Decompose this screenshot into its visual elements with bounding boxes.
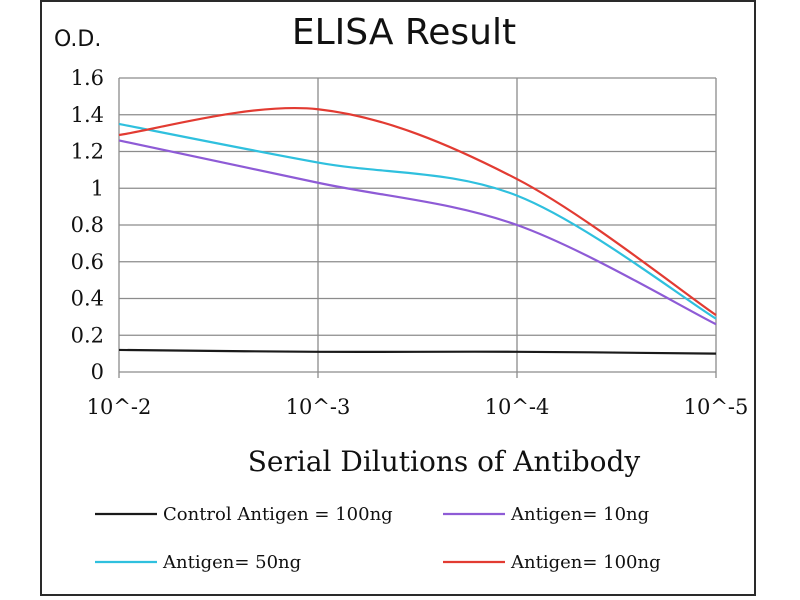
y-tick-label: 0 [91, 360, 104, 384]
legend-label: Antigen= 100ng [510, 552, 661, 573]
y-tick-label: 0.4 [71, 287, 104, 311]
legend-label: Antigen= 50ng [162, 552, 301, 573]
x-tick-label: 10^-4 [485, 395, 550, 419]
legend: Control Antigen = 100ng Antigen= 10ng Anti… [95, 504, 661, 573]
x-tick-label: 10^-2 [87, 395, 152, 419]
chart-title: ELISA Result [292, 12, 516, 53]
grid [118, 77, 717, 378]
series-line [118, 139, 717, 326]
y-tick-label: 0.8 [71, 213, 104, 237]
y-tick-label: 1 [91, 176, 104, 200]
x-tick-label: 10^-3 [286, 395, 351, 419]
series-line [118, 106, 717, 316]
y-tick-label: 1.4 [71, 103, 104, 127]
legend-label: Antigen= 10ng [510, 504, 649, 525]
x-tick-labels: 10^-2 10^-3 10^-4 10^-5 [87, 395, 749, 419]
series-line [118, 348, 717, 355]
y-tick-label: 1.2 [71, 140, 104, 164]
x-tick-label: 10^-5 [684, 395, 749, 419]
y-tick-label: 1.6 [71, 66, 104, 90]
series-lines [118, 106, 717, 355]
legend-label: Control Antigen = 100ng [163, 504, 393, 525]
y-axis-label: O.D. [54, 27, 101, 52]
series-line [118, 122, 717, 320]
y-tick-label: 0.2 [71, 323, 104, 347]
y-tick-labels: 0 0.2 0.4 0.6 0.8 1 1.2 1.4 1.6 [71, 66, 104, 384]
x-axis-label: Serial Dilutions of Antibody [248, 445, 641, 478]
y-tick-label: 0.6 [71, 250, 104, 274]
